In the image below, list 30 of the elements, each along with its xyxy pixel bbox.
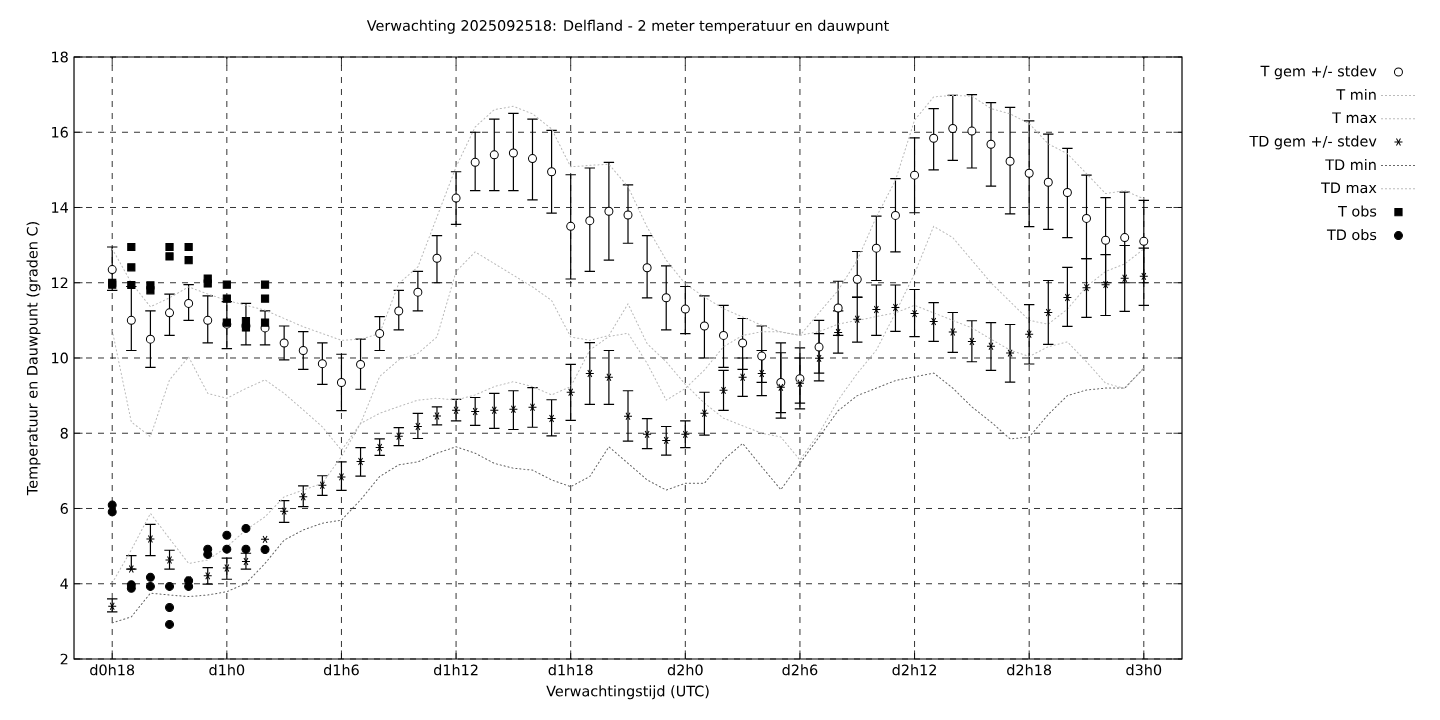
y-tick-label: 18 — [52, 51, 68, 63]
y-tick-label: 16 — [52, 126, 68, 138]
x-tick-label: d1h18 — [548, 664, 593, 676]
legend-label: TD obs — [1326, 229, 1377, 241]
legend-label: T max — [1332, 112, 1377, 124]
y-tick-label: 2 — [60, 653, 68, 665]
legend-label: TD min — [1325, 158, 1376, 170]
x-tick-label: d2h6 — [782, 664, 818, 676]
legend-label: T obs — [1338, 205, 1377, 217]
legend-label: TD gem +/- stdev — [1249, 135, 1377, 150]
x-tick-label: d1h6 — [323, 664, 359, 676]
y-tick-label: 4 — [60, 578, 68, 589]
y-tick-label: 12 — [52, 277, 68, 289]
legend-label: TD max — [1321, 182, 1377, 194]
y-tick-label: 14 — [52, 202, 68, 213]
x-tick-label: d2h18 — [1007, 664, 1052, 676]
y-axis-title: Temperatuur en Dauwpunt (graden C) — [26, 222, 41, 496]
x-tick-label: d1h12 — [433, 664, 478, 676]
y-tick-label: 8 — [60, 427, 68, 439]
x-tick-label: d1h0 — [209, 664, 245, 676]
legend-label: T gem +/- stdev — [1260, 65, 1377, 80]
x-tick-label: d2h0 — [667, 664, 703, 676]
legend-label: T min — [1336, 88, 1376, 100]
x-axis-title: Verwachtingstijd (UTC) — [546, 685, 709, 700]
y-tick-label: 6 — [60, 503, 68, 514]
y-tick-label: 10 — [52, 352, 68, 364]
x-tick-label: d0h18 — [90, 664, 135, 676]
x-tick-label: d3h0 — [1126, 664, 1162, 676]
chart-title: Verwachting 2025092518: Delfland - 2 meter temperatuur en dauwpunt — [366, 19, 889, 34]
x-tick-label: d2h12 — [892, 664, 936, 676]
